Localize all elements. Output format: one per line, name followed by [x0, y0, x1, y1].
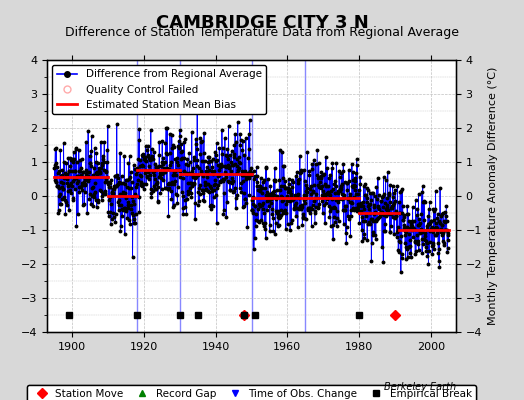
- Text: CAMBRIDGE CITY 3 N: CAMBRIDGE CITY 3 N: [156, 14, 368, 32]
- Text: Berkeley Earth: Berkeley Earth: [384, 382, 456, 392]
- Legend: Difference from Regional Average, Quality Control Failed, Estimated Station Mean: Difference from Regional Average, Qualit…: [52, 65, 266, 114]
- Text: Difference of Station Temperature Data from Regional Average: Difference of Station Temperature Data f…: [65, 26, 459, 39]
- Y-axis label: Monthly Temperature Anomaly Difference (°C): Monthly Temperature Anomaly Difference (…: [488, 67, 498, 325]
